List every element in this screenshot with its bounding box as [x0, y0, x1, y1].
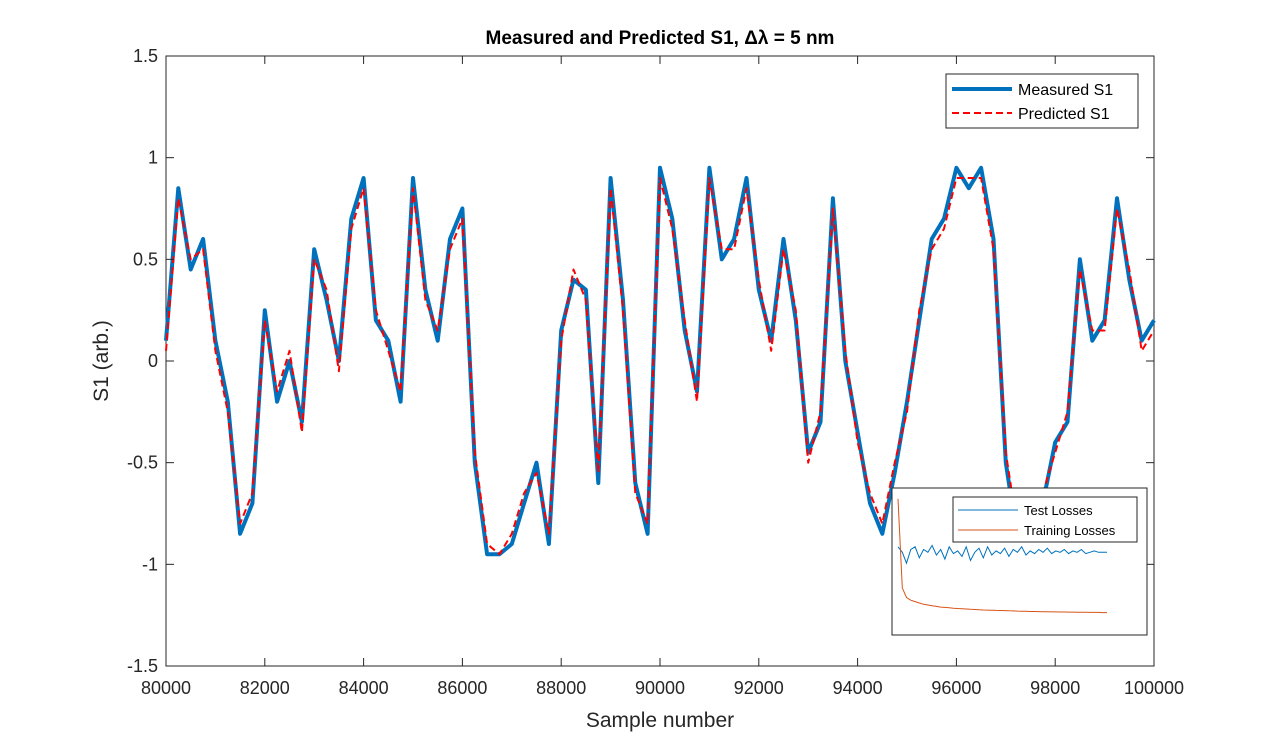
- y-tick-label: -1.5: [127, 656, 158, 676]
- x-axis-label: Sample number: [586, 709, 734, 732]
- x-tick-label: 100000: [1124, 678, 1184, 698]
- y-tick-label: -1: [142, 554, 158, 574]
- x-tick-label: 86000: [437, 678, 487, 698]
- inset-series-line-training: [897, 498, 1107, 614]
- main-legend-box: [945, 73, 1139, 129]
- inset-axes: Test Losses Training Losses: [891, 487, 1148, 636]
- inset-series-line-test: [897, 544, 1107, 565]
- x-tick-label: 94000: [833, 678, 883, 698]
- x-tick-label: 82000: [240, 678, 290, 698]
- legend-label-measured: Measured S1: [1018, 82, 1113, 99]
- chart-title: Measured and Predicted S1, Δλ = 5 nm: [486, 28, 835, 49]
- x-tick-label: 96000: [931, 678, 981, 698]
- x-tick-label: 90000: [635, 678, 685, 698]
- main-legend: Measured S1 Predicted S1: [945, 73, 1139, 129]
- x-axis-ticks: 80000 82000 84000 86000 88000 90000 92000 94000…: [141, 56, 1184, 698]
- y-tick-label: 0: [148, 351, 158, 371]
- inset-series-group: [897, 498, 1107, 614]
- inset-legend-box: [952, 496, 1138, 543]
- x-tick-label: 80000: [141, 678, 191, 698]
- y-tick-label: 1: [148, 148, 158, 168]
- y-axis-label: S1 (arb.): [90, 320, 113, 402]
- x-tick-label: 84000: [339, 678, 389, 698]
- series-line-predicted: [165, 177, 1155, 556]
- x-tick-label: 88000: [536, 678, 586, 698]
- inset-legend-label-test: Test Losses: [1024, 503, 1093, 518]
- legend-label-predicted: Predicted S1: [1018, 106, 1110, 123]
- y-tick-label: 0.5: [133, 249, 158, 269]
- main-series-group: [164, 165, 1156, 557]
- inset-legend-label-training: Training Losses: [1024, 523, 1116, 538]
- y-tick-label: -0.5: [127, 453, 158, 473]
- x-tick-label: 92000: [734, 678, 784, 698]
- y-tick-label: 1.5: [133, 46, 158, 66]
- x-tick-label: 98000: [1030, 678, 1080, 698]
- y-axis-ticks: 1.5 1 0.5 0 -0.5 -1 -1.5: [127, 46, 1154, 676]
- inset-legend: Test Losses Training Losses: [952, 496, 1138, 543]
